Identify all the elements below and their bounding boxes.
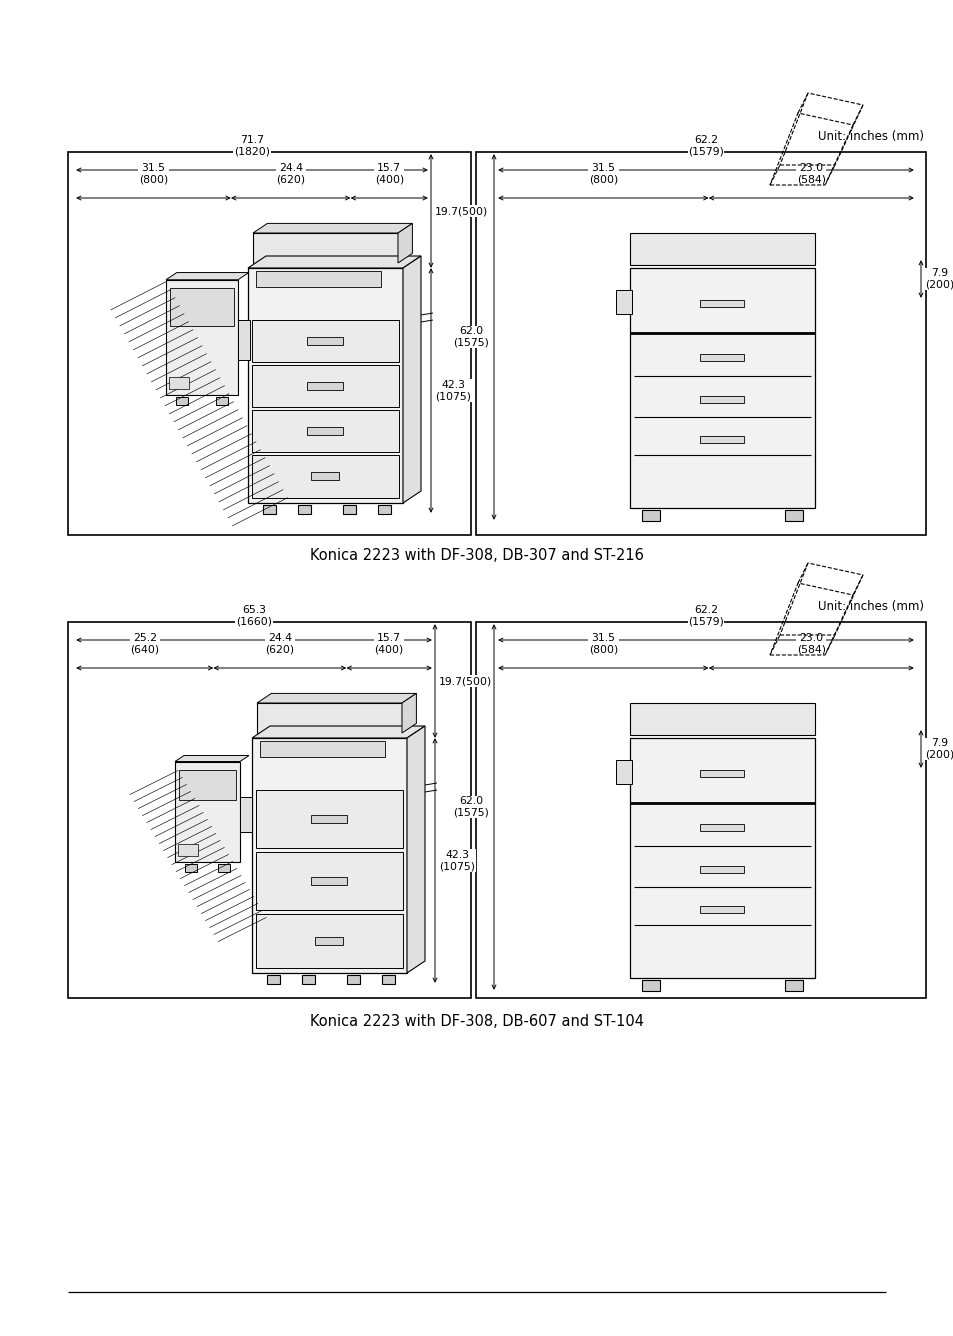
Bar <box>307 382 343 390</box>
Text: 42.3
(1075): 42.3 (1075) <box>435 379 471 401</box>
Text: 31.5
(800): 31.5 (800) <box>139 163 168 184</box>
Text: 62.2
(1579): 62.2 (1579) <box>687 605 723 627</box>
Bar <box>252 410 398 452</box>
Bar <box>215 397 228 405</box>
Text: 15.7
(400): 15.7 (400) <box>375 633 403 655</box>
Text: 25.2
(640): 25.2 (640) <box>130 633 159 655</box>
Bar <box>255 914 402 969</box>
Polygon shape <box>397 223 412 263</box>
Bar <box>343 505 355 514</box>
Bar <box>255 271 380 287</box>
Bar <box>629 232 814 265</box>
Polygon shape <box>174 755 249 762</box>
Bar <box>267 975 280 985</box>
Polygon shape <box>166 273 249 279</box>
Bar <box>700 824 743 831</box>
Bar <box>174 762 240 862</box>
Text: Unit: inches (mm): Unit: inches (mm) <box>817 130 923 143</box>
Bar <box>263 505 275 514</box>
Bar <box>700 397 743 403</box>
Bar <box>311 472 338 480</box>
Polygon shape <box>252 725 424 737</box>
Bar <box>616 290 631 314</box>
Polygon shape <box>253 223 412 232</box>
Bar <box>255 790 402 848</box>
Bar <box>347 975 359 985</box>
Bar <box>476 623 925 998</box>
Bar <box>700 354 743 362</box>
Text: 62.2
(1579): 62.2 (1579) <box>687 135 723 158</box>
Bar <box>700 301 743 307</box>
Bar <box>252 737 407 973</box>
Bar <box>700 906 743 912</box>
Bar <box>68 623 471 998</box>
Polygon shape <box>407 725 424 973</box>
Bar <box>700 436 743 444</box>
Bar <box>381 975 395 985</box>
Polygon shape <box>248 257 420 269</box>
Bar <box>616 760 631 784</box>
Text: 24.4
(620): 24.4 (620) <box>275 163 305 184</box>
Bar <box>218 863 230 871</box>
Text: 42.3
(1075): 42.3 (1075) <box>438 850 475 871</box>
Bar <box>377 505 391 514</box>
Text: 15.7
(400): 15.7 (400) <box>375 163 403 184</box>
Text: 23.0
(584): 23.0 (584) <box>796 163 825 184</box>
Text: Konica 2223 with DF-308, DB-307 and ST-216: Konica 2223 with DF-308, DB-307 and ST-2… <box>310 548 643 562</box>
Bar <box>641 510 659 521</box>
Bar <box>297 505 311 514</box>
Text: 19.7(500): 19.7(500) <box>438 676 492 685</box>
Bar <box>170 287 233 326</box>
Text: 62.0
(1575): 62.0 (1575) <box>453 326 489 347</box>
Bar <box>252 365 398 406</box>
Bar <box>260 741 385 758</box>
Bar <box>629 737 814 978</box>
Bar <box>178 843 198 855</box>
Bar <box>311 876 347 884</box>
Bar <box>314 937 343 945</box>
Bar <box>784 981 802 991</box>
Bar <box>700 771 743 778</box>
Bar <box>237 321 250 361</box>
Bar <box>629 269 814 508</box>
Polygon shape <box>402 257 420 502</box>
Bar <box>307 426 343 434</box>
Text: 71.7
(1820): 71.7 (1820) <box>233 135 270 158</box>
Bar <box>641 981 659 991</box>
Bar <box>248 269 402 502</box>
Bar <box>256 703 401 733</box>
Bar <box>185 863 196 871</box>
Bar <box>240 796 252 831</box>
Text: 62.0
(1575): 62.0 (1575) <box>453 796 489 818</box>
Text: 7.9
(200): 7.9 (200) <box>924 739 953 760</box>
Text: 31.5
(800): 31.5 (800) <box>588 633 618 655</box>
Bar <box>784 510 802 521</box>
Polygon shape <box>401 693 416 733</box>
Bar <box>175 397 188 405</box>
Bar <box>253 232 397 263</box>
Bar <box>311 815 347 823</box>
Text: Konica 2223 with DF-308, DB-607 and ST-104: Konica 2223 with DF-308, DB-607 and ST-1… <box>310 1014 643 1029</box>
Polygon shape <box>256 693 416 703</box>
Bar <box>169 377 189 389</box>
Bar <box>252 319 398 362</box>
Bar <box>700 867 743 874</box>
Bar <box>68 152 471 534</box>
Bar <box>166 279 237 394</box>
Text: 65.3
(1660): 65.3 (1660) <box>235 605 272 627</box>
Bar <box>252 454 398 498</box>
Text: Unit: inches (mm): Unit: inches (mm) <box>817 600 923 613</box>
Bar <box>476 152 925 534</box>
Text: 24.4
(620): 24.4 (620) <box>265 633 294 655</box>
Text: 7.9
(200): 7.9 (200) <box>924 269 953 290</box>
Bar <box>302 975 314 985</box>
Text: 23.0
(584): 23.0 (584) <box>796 633 825 655</box>
Text: 31.5
(800): 31.5 (800) <box>588 163 618 184</box>
Bar <box>179 770 235 799</box>
Text: 19.7(500): 19.7(500) <box>435 206 488 216</box>
Bar <box>629 703 814 735</box>
Bar <box>255 852 402 910</box>
Bar <box>307 337 343 345</box>
